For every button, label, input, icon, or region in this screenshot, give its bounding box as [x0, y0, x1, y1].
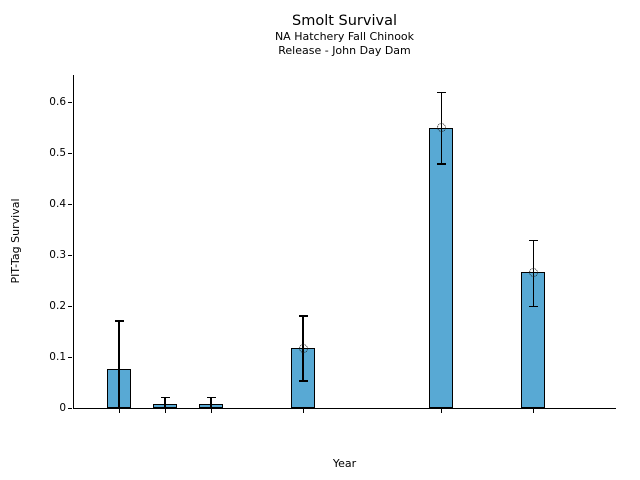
x-tick: [440, 409, 442, 413]
error-cap-top-2012: [528, 239, 538, 241]
y-tick-label: 0.4: [49, 198, 66, 211]
error-bar-2005: [210, 397, 212, 408]
y-axis-spine: [73, 75, 74, 409]
y-tick-label: 0: [59, 401, 66, 414]
x-axis-label: Year: [332, 457, 357, 470]
y-tick-label: 0.2: [49, 299, 66, 312]
error-bar-2004: [164, 397, 166, 408]
x-tick: [302, 409, 304, 413]
y-tick-label: 0.6: [49, 96, 66, 109]
y-tick: [68, 204, 72, 206]
point-marker-2010: [436, 123, 446, 133]
error-cap-top-2010: [436, 91, 446, 93]
error-cap-bottom-2007: [298, 380, 308, 382]
error-cap-top-2007: [298, 315, 308, 317]
y-tick: [68, 153, 72, 155]
x-axis-spine: [73, 408, 616, 409]
y-tick: [68, 102, 72, 104]
chart-title: Smolt Survival: [292, 13, 397, 29]
x-tick: [210, 409, 212, 413]
bar-2010: [429, 127, 454, 408]
y-tick-label: 0.1: [49, 350, 66, 363]
x-tick: [118, 409, 120, 413]
error-cap-bottom-2012: [528, 305, 538, 307]
y-tick-label: 0.3: [49, 248, 66, 261]
y-tick: [68, 254, 72, 256]
error-bar-2003: [118, 321, 120, 408]
error-cap-top-2005: [206, 397, 216, 399]
y-tick: [68, 407, 72, 409]
x-tick: [164, 409, 166, 413]
y-tick: [68, 356, 72, 358]
y-tick: [68, 305, 72, 307]
x-tick: [532, 409, 534, 413]
chart-subtitle-line2: Release - John Day Dam: [278, 44, 411, 57]
error-cap-top-2004: [160, 397, 170, 399]
chart-header: Smolt Survival NA Hatchery Fall Chinook …: [73, 0, 616, 58]
plot-area: 00.10.20.30.40.50.6200320042005200720102…: [49, 75, 616, 414]
chart-subtitle-line1: NA Hatchery Fall Chinook: [274, 30, 415, 43]
error-cap-bottom-2010: [436, 163, 446, 165]
error-cap-top-2003: [114, 320, 124, 322]
y-axis-label: PIT-Tag Survival: [9, 198, 22, 284]
point-marker-2007: [298, 343, 308, 353]
y-tick-label: 0.5: [49, 147, 66, 160]
point-marker-2012: [528, 267, 538, 277]
